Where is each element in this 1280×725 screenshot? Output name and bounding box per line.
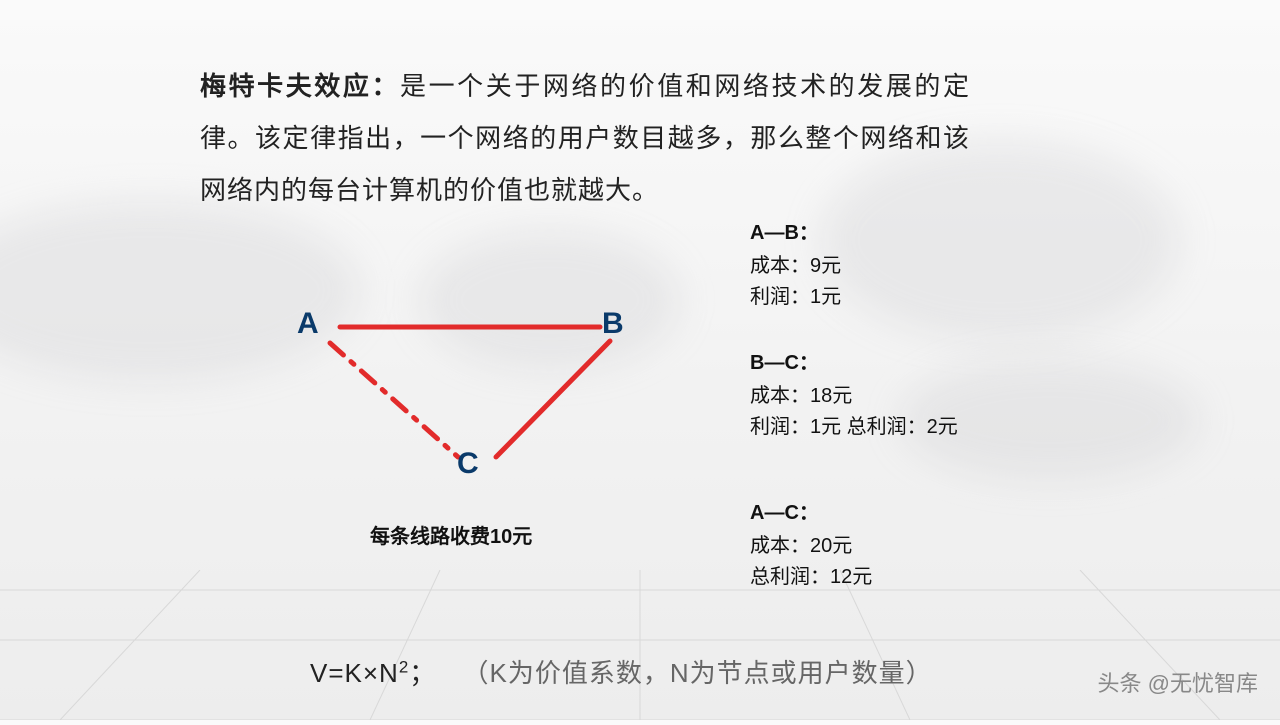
intro-paragraph: 梅特卡夫效应：是一个关于网络的价值和网络技术的发展的定律。该定律指出，一个网络的…	[200, 60, 970, 216]
edge-info-line: 利润：1元	[750, 282, 1070, 313]
intro-title: 梅特卡夫效应：	[200, 71, 400, 101]
edge-info-bc: B—C： 成本：18元 利润：1元 总利润：2元	[750, 348, 1070, 443]
edge-info-header: A—C：	[750, 498, 1070, 529]
edge-info-line: 利润：1元 总利润：2元	[750, 412, 1070, 443]
node-label-B: B	[602, 307, 624, 341]
fee-note: 每条线路收费10元	[370, 520, 532, 549]
edge-info-header: A—B：	[750, 218, 1070, 249]
formula-exp: 2	[399, 657, 409, 676]
formula-semicolon: ；	[409, 658, 436, 688]
edge-info-line: 总利润：12元	[750, 562, 1070, 593]
floor-grid	[0, 570, 1280, 720]
node-label-C: C	[457, 447, 479, 481]
formula-lhs: V=K×N	[310, 658, 399, 688]
edge-AC	[330, 343, 458, 457]
edge-info-ac: A—C： 成本：20元 总利润：12元	[750, 498, 1070, 593]
edge-info-ab: A—B： 成本：9元 利润：1元	[750, 218, 1070, 313]
formula-note: （K为价值系数，N为节点或用户数量）	[462, 658, 932, 688]
edge-info-line: 成本：20元	[750, 531, 1070, 562]
node-label-A: A	[297, 307, 319, 341]
edge-info-line: 成本：9元	[750, 251, 1070, 282]
edge-info-header: B—C：	[750, 348, 1070, 379]
watermark: 头条 @无忧智库	[1098, 666, 1258, 698]
network-diagram: A B C	[280, 275, 660, 510]
formula: V=K×N2； （K为价值系数，N为节点或用户数量）	[310, 653, 933, 690]
edge-BC	[496, 341, 610, 457]
edge-info-line: 成本：18元	[750, 381, 1070, 412]
